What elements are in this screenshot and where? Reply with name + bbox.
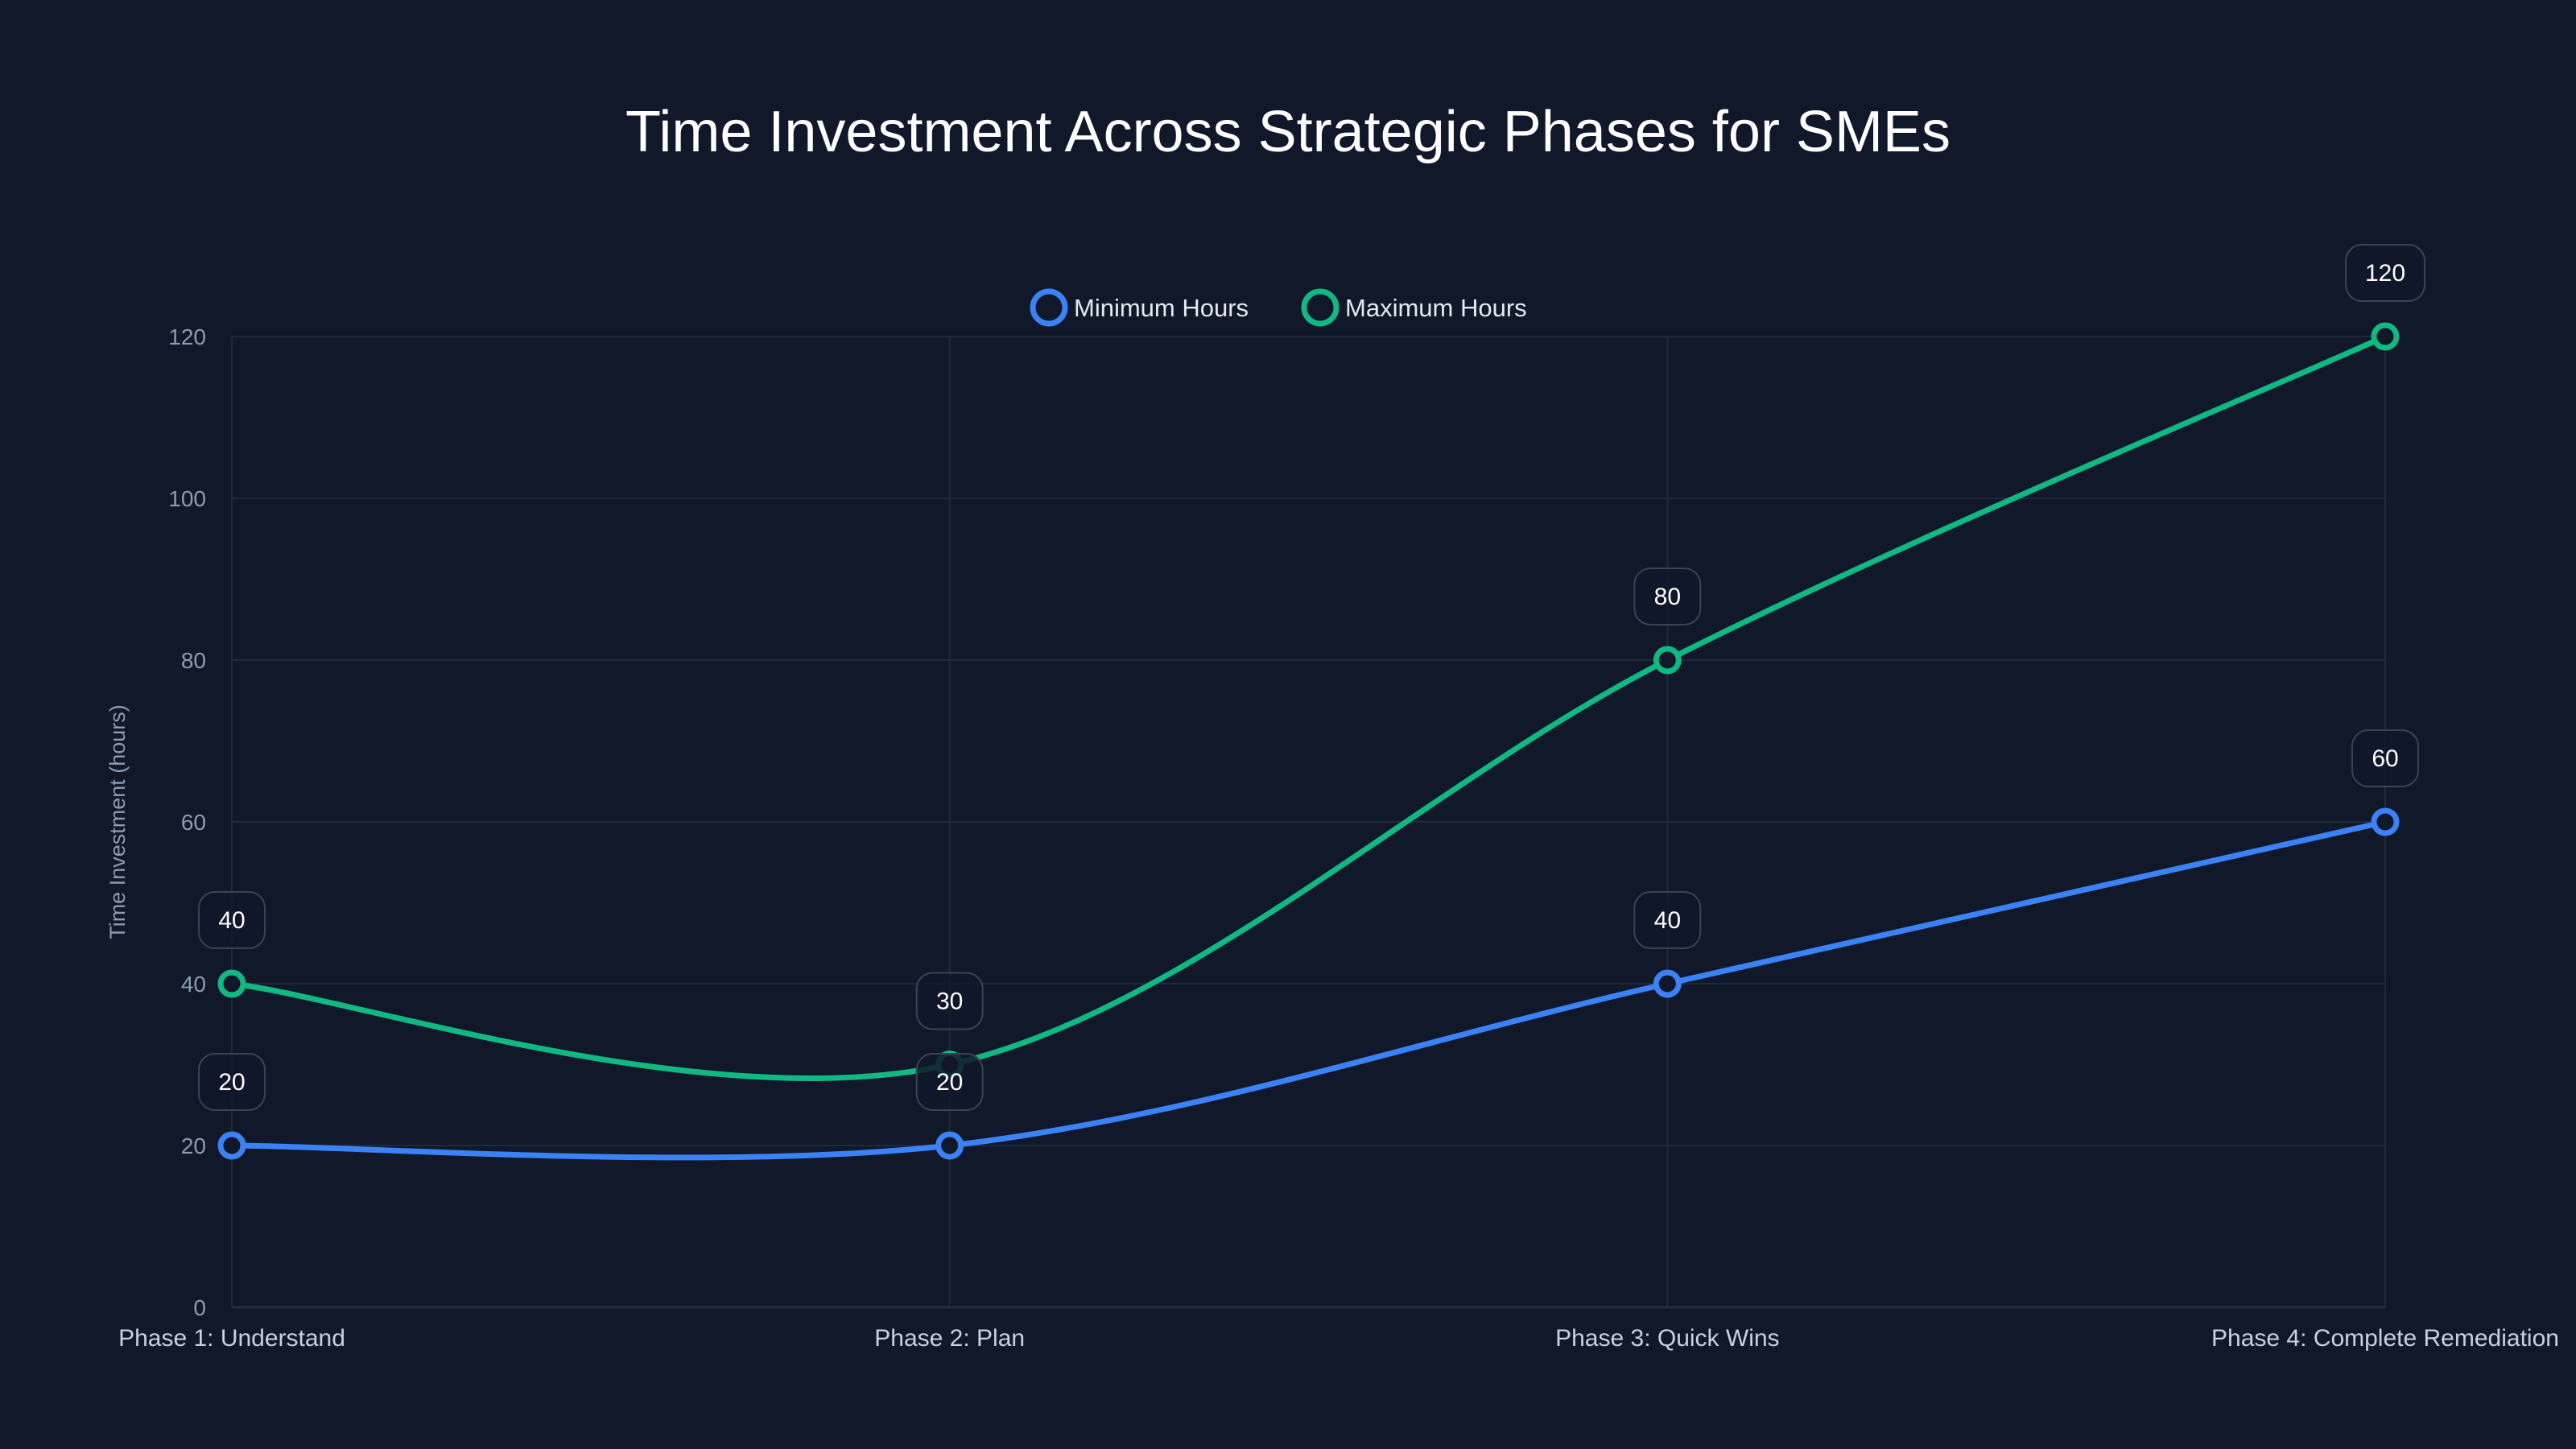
data-label: 20	[198, 1053, 266, 1111]
x-tick-label: Phase 3: Quick Wins	[1555, 1325, 1779, 1352]
data-label: 80	[1633, 568, 1702, 625]
chart-title: Time Investment Across Strategic Phases …	[625, 100, 1951, 164]
data-label-box	[915, 972, 984, 1030]
data-label: 20	[915, 1053, 984, 1111]
legend-marker-icon	[1030, 288, 1068, 327]
data-label-box	[198, 891, 266, 949]
y-axis-title: Time Investment (hours)	[105, 704, 130, 939]
y-tick-label: 80	[181, 648, 206, 673]
y-tick-label: 120	[168, 324, 206, 349]
data-point-marker	[1653, 969, 1682, 998]
data-label-text: 40	[1654, 907, 1681, 934]
series-line-minimum	[229, 819, 2388, 1161]
series-lines	[229, 333, 2388, 1161]
data-point-marker	[217, 1131, 246, 1160]
legend-item-maximum-hours[interactable]: Maximum Hours	[1301, 288, 1527, 327]
legend-marker-icon	[1301, 288, 1340, 327]
data-label-box	[2351, 729, 2419, 787]
gridlines	[231, 336, 2386, 1309]
data-label: 40	[1633, 891, 1702, 949]
y-tick-label: 60	[181, 810, 206, 835]
data-label-box	[1633, 891, 1702, 949]
data-point-marker	[1653, 646, 1682, 675]
y-tick-label: 20	[181, 1133, 206, 1158]
data-label-box	[198, 1053, 266, 1111]
data-label: 30	[915, 972, 984, 1030]
series-markers	[217, 322, 2400, 1160]
data-label-text: 120	[2365, 260, 2405, 287]
data-point-marker	[2371, 322, 2400, 351]
data-label-box	[915, 1053, 984, 1111]
data-label: 40	[198, 891, 266, 949]
data-label-text: 20	[218, 1069, 245, 1096]
y-tick-label: 100	[168, 486, 206, 511]
data-label-text: 40	[218, 907, 245, 934]
x-tick-label: Phase 2: Plan	[874, 1325, 1025, 1352]
legend-label: Minimum Hours	[1074, 294, 1249, 322]
series-line-maximum	[229, 333, 2388, 1081]
legend-item-minimum-hours[interactable]: Minimum Hours	[1030, 288, 1249, 327]
data-label-text: 60	[2372, 745, 2398, 772]
data-label: 60	[2351, 729, 2419, 787]
y-tick-label: 0	[193, 1295, 206, 1320]
data-label-box	[1633, 568, 1702, 625]
y-tick-label: 40	[181, 972, 206, 997]
data-label-box	[2345, 244, 2425, 302]
data-point-marker	[217, 969, 246, 998]
legend: Minimum Hours Maximum Hours	[1030, 288, 1527, 327]
data-point-marker	[935, 1131, 964, 1160]
x-tick-label: Phase 1: Understand	[118, 1325, 345, 1352]
y-axis-ticks: 0 20 40 60 80 100 120	[168, 324, 206, 1320]
data-point-marker	[2371, 807, 2400, 836]
data-label-text: 20	[936, 1069, 963, 1096]
legend-label: Maximum Hours	[1345, 294, 1527, 322]
data-label-text: 30	[936, 989, 963, 1015]
x-axis-labels: Phase 1: Understand Phase 2: Plan Phase 3:…	[118, 1325, 2559, 1352]
data-label: 120	[2345, 244, 2425, 302]
data-label-text: 80	[1654, 584, 1681, 610]
x-tick-label: Phase 4: Complete Remediation	[2211, 1325, 2559, 1352]
data-labels: 40 30 80 120 20 20 40 60	[198, 244, 2425, 1111]
